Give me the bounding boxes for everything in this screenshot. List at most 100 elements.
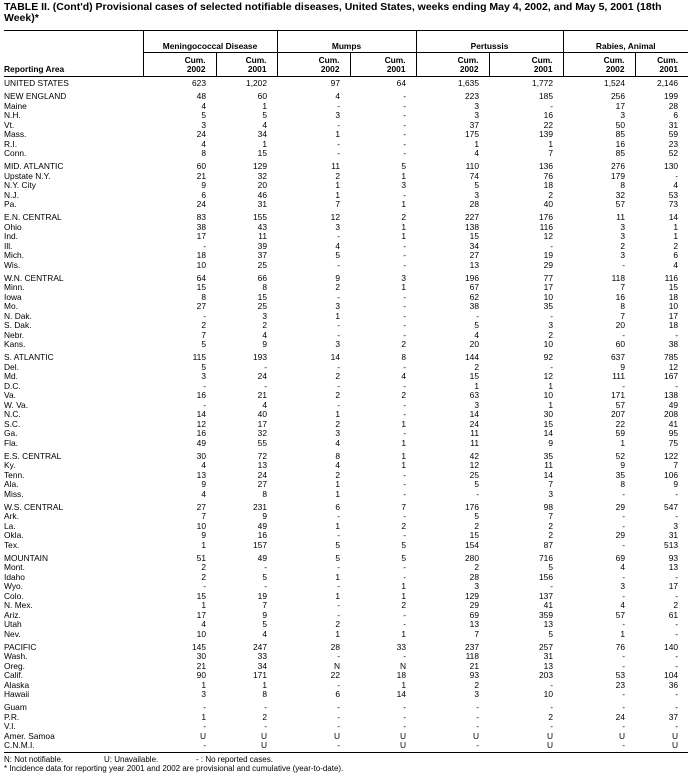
case-count: 12	[668, 362, 679, 372]
case-count: 237	[465, 642, 479, 652]
table-row: Kans. 5 9 3 2 20 10 60 38	[4, 340, 688, 350]
case-count: 1	[335, 190, 340, 200]
case-count: 93	[668, 553, 679, 563]
table-row: Colo. 15 19 1 1 129 137 - -	[4, 592, 688, 602]
area-name: N. Mex.	[4, 601, 33, 610]
case-count: 227	[465, 213, 479, 222]
case-count: 1,772	[532, 78, 553, 88]
case-count: 1	[201, 712, 206, 722]
table-row: Md. 3 24 2 4 15 12 111 167	[4, 372, 688, 382]
table-row: Tenn. 13 24 2 - 25 14 35 106	[4, 471, 688, 481]
case-count: 1	[401, 461, 406, 470]
legend-no-cases: - : No reported cases.	[196, 754, 273, 764]
case-count: 9	[548, 438, 553, 448]
area-name: Tenn.	[4, 470, 25, 480]
area-name: Ala.	[4, 480, 19, 489]
case-count: 1	[401, 591, 406, 601]
area-name: Ky.	[4, 461, 16, 470]
table-row: Nev. 10 4 1 1 7 5 1 -	[4, 630, 688, 640]
case-count: -	[403, 410, 406, 419]
case-count: 12	[543, 372, 553, 381]
table-row: Mo. 27 25 3 - 38 35 8 10	[4, 302, 688, 312]
case-count: 18	[396, 671, 406, 680]
area-name: W.S. CENTRAL	[4, 502, 64, 512]
case-count: 17	[196, 610, 206, 620]
area-name: Conn.	[4, 149, 27, 158]
case-count: 16	[196, 429, 206, 438]
table-row: Hawaii 3 8 6 14 3 10 - -	[4, 690, 688, 700]
case-count: 49	[257, 521, 267, 531]
table-row: Vt. 3 4 - - 37 22 50 31	[4, 121, 688, 131]
case-count: 1	[335, 521, 340, 531]
case-count: 2	[673, 601, 679, 610]
case-count: -	[550, 311, 553, 321]
case-count: 2	[474, 680, 479, 690]
case-count: 5	[201, 111, 206, 120]
case-count: 14	[196, 410, 206, 419]
case-count: 3	[401, 181, 406, 190]
reporting-area-header: Reporting Area	[4, 30, 143, 77]
case-count: 41	[543, 601, 553, 610]
case-count: 2	[335, 391, 340, 400]
case-count: 5	[201, 362, 206, 372]
case-count: -	[403, 563, 406, 572]
table-row: Okla. 9 16 - - 15 2 29 31	[4, 531, 688, 541]
case-count: -	[403, 149, 406, 158]
case-count: 21	[196, 171, 206, 181]
case-count: -	[675, 652, 679, 661]
case-count: 1	[548, 139, 553, 149]
table-row: MID. ATLANTIC 60 129 11 5 110 136 276 130	[4, 162, 688, 172]
case-count: -	[403, 512, 406, 521]
case-count: 35	[543, 302, 553, 311]
case-count: 32	[257, 429, 267, 438]
case-count: 51	[196, 553, 206, 563]
case-count: 10	[543, 292, 553, 302]
case-count: 35	[615, 470, 625, 480]
case-count: 1	[401, 283, 406, 292]
case-count: 15	[469, 531, 479, 540]
case-count: 2	[548, 712, 553, 722]
case-count: 223	[465, 92, 479, 101]
case-count: 2	[673, 241, 679, 251]
case-count: 7	[201, 512, 206, 521]
table-row: La. 10 49 1 2 2 2 - 3	[4, 522, 688, 532]
case-count: 37	[257, 251, 267, 260]
column-header-year: 2001	[247, 64, 267, 74]
case-count: 14	[668, 213, 679, 222]
area-name: Guam	[4, 703, 27, 712]
table-row: E.S. CENTRAL 30 72 8 1 42 35 52 122	[4, 452, 688, 462]
table-title: TABLE II. (Cont'd) Provisional cases of …	[4, 1, 662, 24]
case-count: 64	[396, 78, 406, 88]
case-count: 14	[543, 470, 553, 480]
case-count: 4	[201, 139, 206, 149]
area-name: Calif.	[4, 671, 24, 680]
case-count: -	[143, 741, 216, 753]
case-count: 27	[196, 302, 206, 311]
area-name: R.I.	[4, 139, 18, 149]
case-count: 57	[615, 400, 625, 410]
table-row: PACIFIC 145 247 28 33 237 257 76 140	[4, 643, 688, 653]
case-count: 110	[465, 162, 479, 171]
case-count: 130	[664, 162, 679, 171]
case-count: 90	[196, 671, 206, 680]
case-count: 1	[401, 232, 406, 241]
case-count: 2	[548, 521, 553, 531]
case-count: -	[476, 703, 479, 712]
case-count: 2	[474, 521, 479, 531]
case-count: 10	[668, 302, 679, 311]
case-count: 167	[664, 372, 679, 381]
case-count: 21	[469, 661, 479, 671]
table-row: N.J. 6 46 1-3 2 32 53	[4, 191, 688, 201]
case-count: 257	[539, 642, 553, 652]
table-row: Oreg. 21 34 N N 21 13 - -	[4, 662, 688, 672]
case-count: -	[403, 400, 406, 410]
case-count: 9	[620, 362, 625, 372]
case-count: 140	[664, 642, 679, 652]
case-count: 4	[201, 620, 206, 629]
case-count: -	[337, 400, 340, 410]
case-count: 9	[262, 512, 267, 521]
case-count: 3	[474, 111, 479, 120]
table-row: Idaho 2 5 1 - 28 156 - -	[4, 573, 688, 583]
case-count: 5	[335, 251, 340, 260]
case-count: 12	[469, 461, 479, 470]
